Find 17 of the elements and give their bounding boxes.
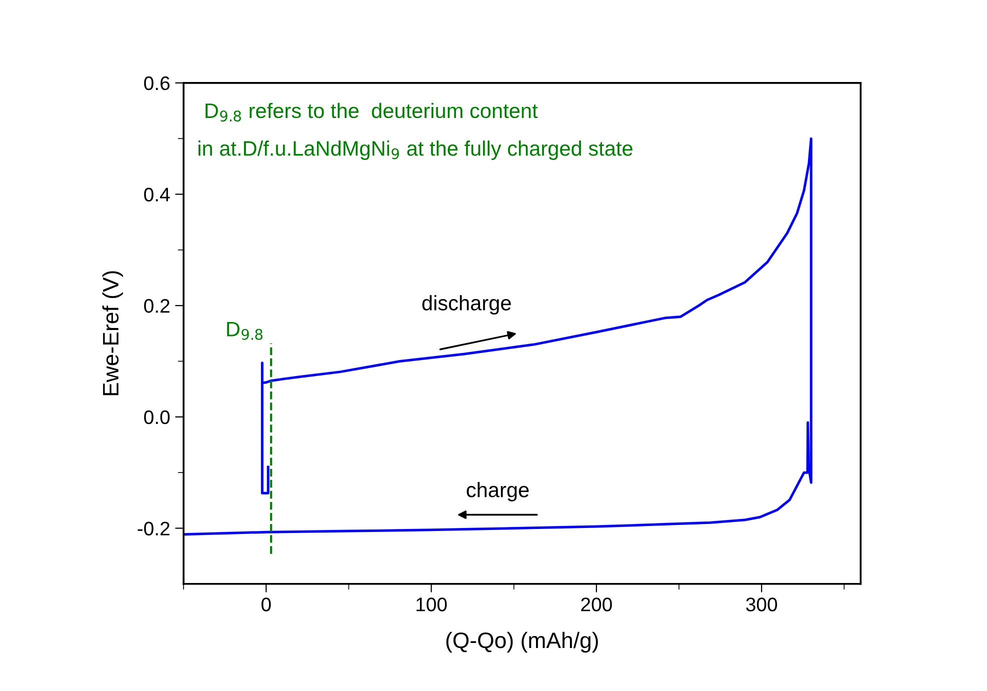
annotation: D$_{9.8}$ refers to the deuterium content (206, 102, 538, 122)
line-series (184, 137, 812, 536)
y-axis-title: Ewe-Eref (V) (102, 271, 123, 396)
x-tick-label: 300 (746, 598, 778, 612)
annotation: charge (466, 482, 529, 502)
y-tick-label: -0.2 (138, 522, 170, 536)
x-tick-label: 100 (416, 598, 447, 612)
x-tick-label: 200 (581, 598, 612, 612)
y-tick-label: 0.6 (144, 76, 170, 90)
annotation: discharge (422, 295, 511, 315)
y-tick-label: 0.2 (144, 299, 170, 313)
ref-line-label: D$_{9.8}$ (227, 322, 262, 340)
x-axis-title: (Q-Qo) (mAh/g) (446, 632, 598, 653)
y-tick-label: 0.4 (144, 188, 170, 202)
y-tick-label: 0.0 (144, 410, 170, 424)
annotation: in at.D/f.u.LaNdMgNi$_{9}$ at the fully charged state (198, 140, 632, 160)
x-tick-label: 0 (262, 598, 271, 612)
